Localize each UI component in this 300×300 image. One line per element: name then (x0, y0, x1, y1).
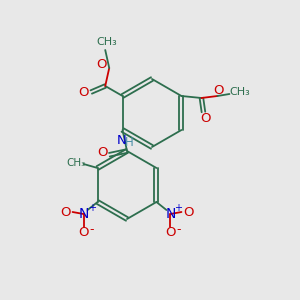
Text: CH₃: CH₃ (97, 37, 118, 47)
Text: O: O (97, 146, 108, 159)
Text: N: N (78, 207, 89, 221)
Text: +: + (174, 203, 182, 213)
Text: O: O (78, 85, 88, 98)
Text: O: O (96, 58, 106, 70)
Text: O: O (165, 226, 176, 238)
Text: CH₃: CH₃ (229, 87, 250, 97)
Text: N: N (165, 207, 176, 221)
Text: O: O (183, 206, 194, 218)
Text: O: O (60, 206, 71, 218)
Text: N: N (117, 134, 126, 146)
Text: -: - (176, 224, 181, 236)
Text: -: - (89, 224, 94, 236)
Text: +: + (88, 203, 96, 213)
Text: O: O (200, 112, 211, 125)
Text: O: O (78, 226, 89, 238)
Text: H: H (125, 136, 134, 149)
Text: CH₃: CH₃ (66, 158, 85, 168)
Text: O: O (213, 83, 224, 97)
